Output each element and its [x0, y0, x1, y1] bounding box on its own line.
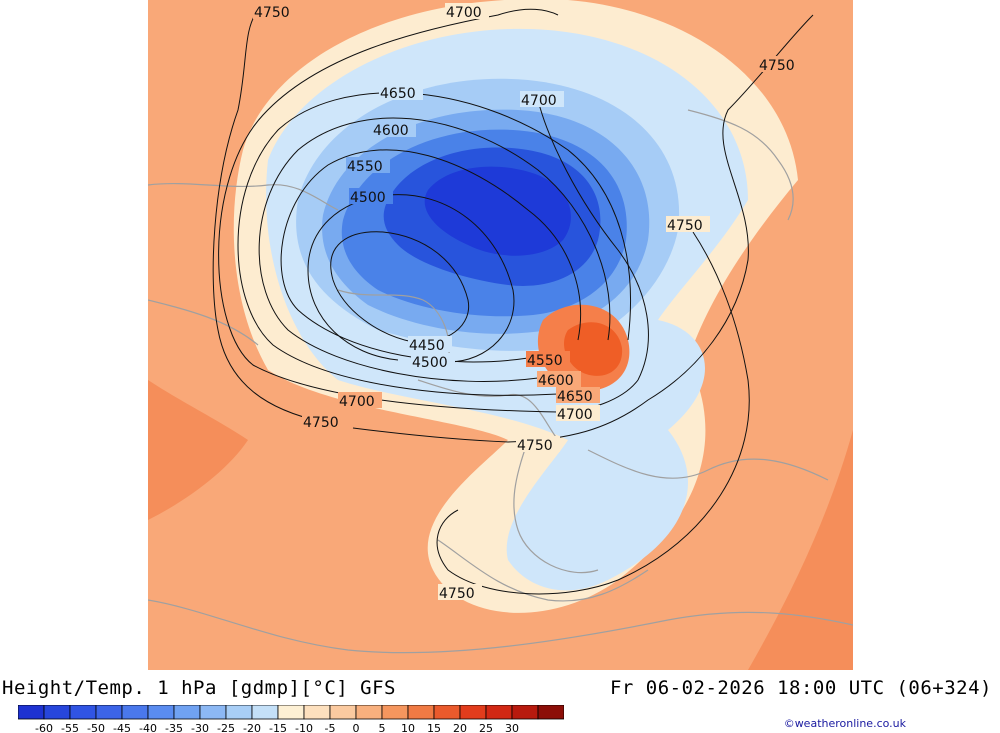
warm-region-west — [148, 380, 248, 520]
blue-region-core — [424, 166, 571, 256]
legend-color-box — [18, 705, 45, 720]
contour-4750-b — [352, 14, 814, 443]
legend-color-box — [433, 705, 461, 720]
contour-label: 4750 — [439, 586, 475, 602]
legend-tick-label: 30 — [505, 722, 519, 733]
contour-label: 4550 — [527, 353, 563, 369]
contour-label: 4700 — [446, 5, 482, 21]
legend-color-box — [251, 705, 279, 720]
contour-label: 4650 — [380, 86, 416, 102]
contour-label: 4750 — [254, 5, 290, 21]
contour-4750-a — [212, 9, 324, 423]
legend-tick-label: 5 — [379, 722, 386, 733]
contour-label: 4500 — [350, 190, 386, 206]
contour-label: 4750 — [517, 438, 553, 454]
contour-label: 4450 — [409, 338, 445, 354]
legend-tick-label: 20 — [453, 722, 467, 733]
legend-tick-label: -35 — [165, 722, 183, 733]
legend-tick-label: -60 — [35, 722, 53, 733]
contour-4650-a — [237, 92, 631, 396]
legend-tick-label: -55 — [61, 722, 79, 733]
legend-color-box — [147, 705, 175, 720]
contour-label: 4750 — [667, 218, 703, 234]
contour-4550-a — [280, 149, 582, 363]
warm-region-east — [748, 430, 853, 670]
legend-color-box — [355, 705, 383, 720]
legend-tick-label: -25 — [217, 722, 235, 733]
legend-tick-label: -20 — [243, 722, 261, 733]
legend-tick-labels: -60 -55 -50 -45 -40 -35 -30 -25 -20 -15 -10 -5 0 5 10 1… — [35, 722, 519, 733]
legend-color-box — [511, 705, 539, 720]
legend-color-box — [329, 705, 357, 720]
contour-label: 4700 — [339, 394, 375, 410]
legend-tick-label: -50 — [87, 722, 105, 733]
valid-time: Fr 06-02-2026 18:00 UTC (06+324) — [609, 677, 992, 699]
color-legend: -60 -55 -50 -45 -40 -35 -30 -25 -20 -15 -10 -5 0 5 10 1… — [18, 705, 564, 733]
contour-label: 4700 — [521, 93, 557, 109]
legend-color-box — [459, 705, 487, 720]
legend-tick-label: 10 — [401, 722, 415, 733]
contour-4450 — [330, 231, 470, 343]
legend-color-box — [277, 705, 305, 720]
contour-label: 4550 — [347, 159, 383, 175]
contour-label: 4600 — [538, 373, 574, 389]
legend-tick-label: -10 — [295, 722, 313, 733]
legend-tick-label: -15 — [269, 722, 287, 733]
legend-color-box — [199, 705, 227, 720]
legend-color-box — [225, 705, 253, 720]
contour-label: 4750 — [759, 58, 795, 74]
legend-tick-label: 25 — [479, 722, 493, 733]
legend-color-boxes — [18, 705, 564, 720]
contour-label: 4500 — [412, 355, 448, 371]
coastlines — [148, 109, 853, 654]
legend-color-box — [303, 705, 331, 720]
contour-label: 4600 — [373, 123, 409, 139]
legend-tick-label: 0 — [353, 722, 360, 733]
contour-4750-c — [436, 231, 750, 595]
legend-tick-label: -40 — [139, 722, 157, 733]
legend-tick-label: -30 — [191, 722, 209, 733]
legend-tick-label: 15 — [427, 722, 441, 733]
contour-lines — [212, 8, 814, 595]
legend-color-box — [121, 705, 149, 720]
contour-label: 4650 — [557, 389, 593, 405]
legend-tick-label: -45 — [113, 722, 131, 733]
contour-label: 4750 — [303, 415, 339, 431]
legend-color-box — [69, 705, 97, 720]
legend-color-box — [95, 705, 123, 720]
legend-color-box — [537, 705, 564, 720]
legend-color-box — [407, 705, 435, 720]
chart-title: Height/Temp. 1 hPa [gdmp][°C] GFS — [2, 677, 396, 699]
weather-map: 4750 4700 4750 4650 4700 4600 4550 4500 … — [148, 0, 853, 670]
credit-link[interactable]: ©weatheronline.co.uk — [783, 717, 906, 730]
contour-4600-a — [258, 117, 611, 382]
contour-4700-b — [537, 99, 649, 413]
legend-color-box — [485, 705, 513, 720]
contour-label: 4700 — [557, 407, 593, 423]
legend-color-box — [43, 705, 71, 720]
contour-label-group: 4750 4700 4750 4650 4700 4600 4550 4500 … — [253, 3, 802, 602]
legend-color-box — [381, 705, 409, 720]
legend-tick-label: -5 — [325, 722, 336, 733]
legend-color-box — [173, 705, 201, 720]
